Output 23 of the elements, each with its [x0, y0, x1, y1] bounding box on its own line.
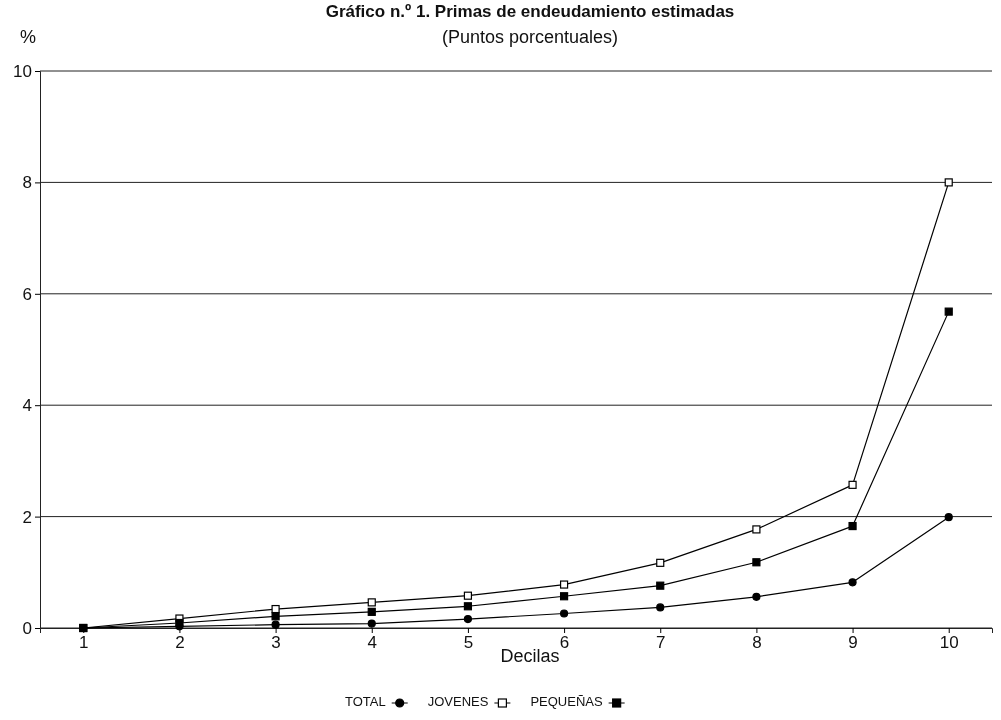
y-tick-label: 6 [22, 284, 32, 304]
chart-title: Gráfico n.º 1. Primas de endeudamiento estimadas [325, 2, 735, 21]
x-axis-title: Decilas [500, 646, 560, 666]
x-tick-label: 10 [939, 633, 959, 653]
legend-label: PEQUEÑAS [530, 694, 603, 710]
x-tick-label: 7 [656, 633, 666, 653]
x-tick-label: 6 [559, 633, 570, 653]
y-tick-label: 4 [22, 396, 32, 416]
x-tick-label: 4 [367, 633, 377, 653]
chart-subtitle: (Puntos porcentuales) [441, 27, 619, 47]
x-tick-label: 1 [79, 633, 89, 653]
x-tick-label: 2 [175, 633, 185, 653]
y-tick-label: 0 [22, 618, 32, 638]
x-tick-label: 3 [271, 633, 281, 653]
legend-label: TOTAL [345, 694, 386, 710]
y-axis-title: % [19, 27, 37, 47]
x-tick-label: 8 [752, 633, 762, 653]
legend-label: JOVENES [427, 694, 489, 710]
y-tick-label: 8 [22, 173, 32, 193]
y-tick-label: 2 [22, 507, 32, 527]
x-tick-label: 5 [463, 633, 474, 653]
y-tick-label: 10 [13, 61, 32, 81]
x-tick-label: 9 [848, 633, 858, 653]
